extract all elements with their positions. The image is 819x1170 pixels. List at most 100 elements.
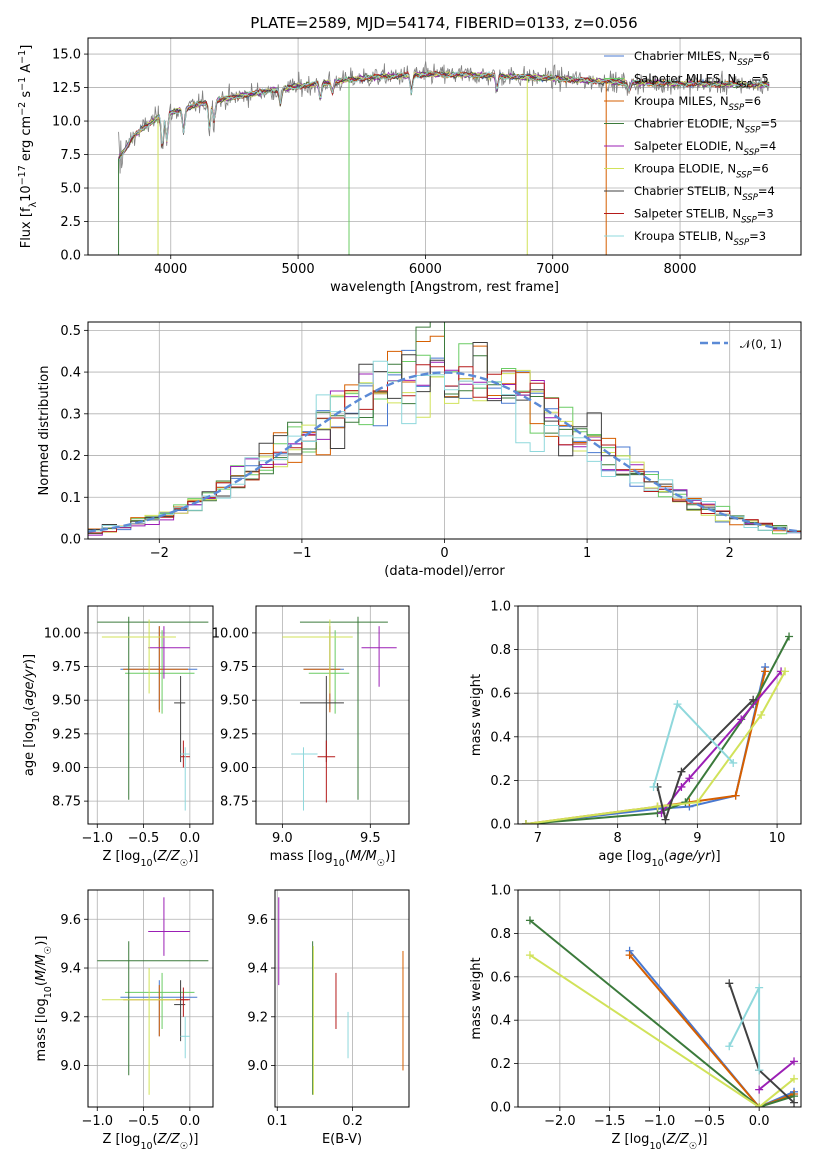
axes-frame — [87, 37, 802, 256]
x-tick-label: −1 — [292, 546, 311, 561]
y-tick-label: 9.25 — [220, 727, 249, 742]
weight-marker — [625, 951, 634, 960]
x-tick-label: 5000 — [282, 262, 315, 277]
x-tick-label: −1.5 — [594, 1114, 626, 1129]
weight-marker — [673, 750, 681, 758]
y-tick-label: 0.0 — [490, 818, 511, 833]
weight-marker — [525, 951, 534, 960]
axes-frame — [517, 605, 802, 825]
weight-line-0 — [628, 950, 795, 1107]
x-tick-label: 7000 — [536, 262, 569, 277]
weight-marker — [677, 767, 686, 776]
y-tick-label: 0.2 — [490, 774, 511, 789]
axes-frame — [87, 605, 214, 825]
legend-label-2: Kroupa MILES, NSSP=6 — [634, 94, 761, 113]
weight-line-4 — [758, 1060, 795, 1091]
panel-weight_vs_Z: −2.0 −1.5 −1.0 −0.5 0.0 0.0 0.2 0.4 0.6 0.8 1.0 Z [… — [469, 884, 802, 1152]
plot-area-residuals — [88, 322, 801, 536]
y-tick-label: 9.50 — [52, 694, 81, 709]
y-tick-label: 9.0 — [247, 1059, 268, 1074]
legend-label-normal: 𝒩(0, 1) — [740, 337, 782, 351]
weight-marker — [737, 715, 746, 724]
y-tick-label: 1.0 — [490, 884, 511, 899]
x-tick-label: −1.0 — [81, 1114, 113, 1129]
x-tick-label: 2 — [726, 546, 734, 561]
y-tick-label: 10.00 — [212, 626, 249, 641]
x-tick-label: −0.5 — [128, 831, 160, 846]
panel-residuals: −2 −1 0 1 2 0.0 0.1 0.2 0.3 0.4 0.5 𝒩(0, 1) (data-mo… — [37, 321, 802, 579]
x-axis-label: Z [log10(Z/Z☉)] — [612, 1132, 708, 1152]
y-tick-label: 0.6 — [490, 970, 511, 985]
weight-line-1 — [525, 671, 767, 824]
y-axis-label: mass [log10(M/M☉)] — [34, 936, 54, 1062]
y-tick-label: 8.75 — [220, 795, 249, 810]
y-tick-label: 0.4 — [60, 366, 81, 381]
weight-marker — [731, 791, 740, 800]
legend-label-8: Kroupa STELIB, NSSP=3 — [634, 229, 766, 248]
x-tick-label: 7 — [534, 831, 542, 846]
weight-marker — [685, 774, 694, 783]
legend-label-0: Chabrier MILES, NSSP=6 — [634, 49, 770, 68]
x-tick-label: 1 — [583, 546, 591, 561]
y-tick-label: 9.00 — [220, 761, 249, 776]
weight-marker — [661, 815, 670, 824]
x-tick-label: 8 — [614, 831, 622, 846]
y-tick-label: 0.6 — [490, 687, 511, 702]
y-tick-label: 7.5 — [60, 148, 81, 163]
y-tick-label: 0.4 — [490, 1014, 511, 1029]
weight-line-5 — [656, 698, 754, 824]
y-tick-label: 0.2 — [60, 449, 81, 464]
x-tick-label: 0.2 — [342, 1114, 363, 1129]
y-tick-label: 9.00 — [52, 761, 81, 776]
x-axis-label: (data-model)/error — [384, 564, 505, 579]
y-tick-label: 9.75 — [52, 660, 81, 675]
y-axis-label: mass weight — [469, 957, 484, 1039]
weight-marker — [755, 1103, 764, 1107]
y-tick-label: 9.6 — [247, 913, 268, 928]
x-tick-label: −2 — [150, 546, 169, 561]
weight-line-6 — [630, 988, 794, 1107]
weight-marker — [755, 1085, 764, 1094]
grid-mass_vs_ebv — [275, 890, 409, 1107]
weight-marker — [649, 782, 658, 791]
weight-marker — [733, 700, 741, 708]
plot-area-mass_vs_ebv — [278, 897, 404, 1095]
weight-marker — [785, 632, 794, 641]
axes-frame — [87, 889, 214, 1108]
x-axis-label: E(B-V) — [322, 1132, 362, 1147]
y-tick-label: 0.2 — [490, 1057, 511, 1072]
legend-label-1: Salpeter MILES, NSSP=5 — [634, 72, 769, 91]
legend-label-5: Kroupa ELODIE, NSSP=6 — [634, 162, 769, 181]
y-tick-label: 0.5 — [60, 324, 81, 339]
plot-area-weight_vs_age — [521, 632, 794, 824]
y-tick-label: 9.0 — [60, 1059, 81, 1074]
x-tick-label: 0 — [440, 546, 448, 561]
weight-marker — [761, 667, 770, 676]
y-tick-label: 9.2 — [60, 1010, 81, 1025]
x-tick-label: 0.0 — [180, 831, 201, 846]
y-tick-label: 1.0 — [490, 600, 511, 615]
weight-marker — [525, 916, 534, 925]
y-tick-label: 9.25 — [52, 727, 81, 742]
x-tick-label: 9 — [693, 831, 701, 846]
plot-area-age_vs_mass — [282, 616, 397, 811]
y-tick-label: 9.50 — [220, 694, 249, 709]
weight-marker — [729, 758, 738, 767]
x-tick-label: 0.0 — [749, 1114, 770, 1129]
x-axis-label: mass [log10(M/M☉)] — [270, 849, 396, 869]
y-tick-label: 9.2 — [247, 1010, 268, 1025]
panel-mass_vs_ebv: 0.1 0.2 9.0 9.2 9.4 9.6 E(B-V) — [247, 889, 410, 1147]
y-tick-label: 15.0 — [52, 48, 81, 63]
x-tick-label: 4000 — [154, 262, 187, 277]
weight-marker — [790, 1057, 799, 1066]
x-tick-label: 6000 — [409, 262, 442, 277]
normal-reference-curve — [88, 371, 801, 533]
panel-weight_vs_age: 7 8 9 10 0.0 0.2 0.4 0.6 0.8 1.0 age [log10(age/yr… — [469, 600, 802, 869]
panel-spectrum: 4000 5000 6000 7000 8000 0.0 2.5 5.0 7.5 10.0 12.5… — [17, 37, 802, 295]
plot-area-spectrum — [118, 61, 770, 255]
y-tick-label: 2.5 — [60, 215, 81, 230]
axes-frame — [255, 605, 410, 825]
y-tick-label: 0.3 — [60, 407, 81, 422]
weight-line-3 — [660, 670, 782, 814]
